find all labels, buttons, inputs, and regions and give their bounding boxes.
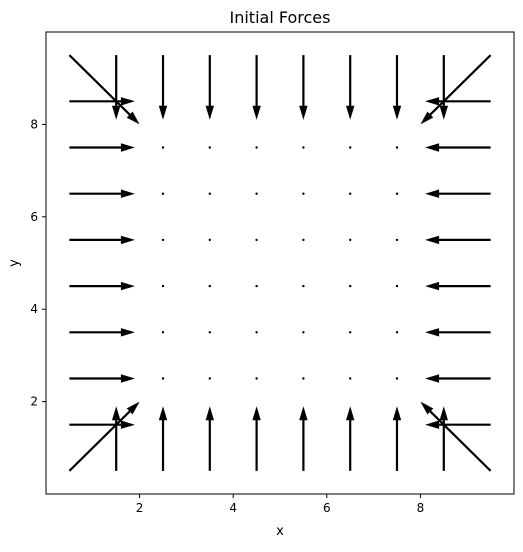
force-arrow-head: [425, 235, 440, 245]
force-arrow-head: [158, 406, 168, 421]
x-tick-label: 4: [229, 501, 237, 515]
zero-force-dot: [302, 331, 305, 334]
zero-force-dot: [302, 377, 305, 380]
zero-force-dot: [395, 331, 399, 334]
force-arrow-head: [392, 105, 402, 120]
zero-force-dot: [255, 238, 258, 242]
zero-force-dot: [208, 284, 211, 288]
zero-force-dot: [161, 146, 165, 149]
zero-force-dot: [255, 192, 258, 195]
force-arrow-head: [439, 105, 448, 120]
zero-force-dot: [395, 284, 399, 288]
force-arrow-head: [346, 406, 355, 421]
force-arrow-head: [120, 143, 135, 152]
zero-force-dot: [255, 284, 258, 288]
zero-force-dot: [161, 331, 165, 334]
zero-force-dot: [395, 377, 399, 380]
y-tick-label: 8: [30, 117, 38, 131]
force-arrow-head: [120, 281, 135, 291]
zero-force-dot: [302, 284, 305, 288]
force-arrow-head: [299, 406, 308, 421]
zero-force-dot: [208, 377, 211, 380]
x-axis-label: x: [276, 524, 284, 539]
force-arrow-head: [120, 189, 135, 198]
force-arrow-head: [425, 374, 440, 383]
force-arrow-head: [425, 189, 440, 198]
force-arrow-head: [120, 420, 135, 429]
force-arrow-shaft: [428, 54, 492, 117]
zero-force-dot: [208, 192, 211, 195]
force-arrow-head: [392, 406, 402, 421]
force-arrow-head: [420, 401, 434, 415]
zero-force-dot: [208, 146, 211, 149]
zero-force-dot: [161, 238, 165, 242]
zero-force-dot: [161, 377, 165, 380]
zero-force-dot: [302, 146, 305, 149]
force-arrow-head: [425, 420, 440, 429]
y-axis-label: y: [7, 259, 22, 267]
x-tick-label: 8: [417, 501, 425, 515]
force-arrow-head: [299, 105, 308, 120]
force-arrow-head: [112, 406, 121, 421]
x-tick-label: 6: [323, 501, 331, 515]
zero-force-dot: [395, 146, 399, 149]
force-arrow-head: [126, 401, 140, 415]
zero-force-dot: [349, 238, 352, 242]
zero-force-dot: [255, 331, 258, 334]
force-arrow-head: [205, 406, 214, 421]
force-arrow-head: [439, 406, 448, 421]
zero-force-dot: [302, 238, 305, 242]
y-tick-label: 6: [30, 210, 38, 224]
chart-title: Initial Forces: [230, 8, 331, 27]
force-arrow-head: [120, 97, 135, 106]
force-arrow-head: [425, 281, 440, 291]
zero-force-dot: [349, 284, 352, 288]
force-arrow-head: [120, 235, 135, 245]
force-arrow-head: [120, 328, 135, 337]
zero-force-dot: [349, 331, 352, 334]
zero-force-dot: [161, 284, 165, 288]
zero-force-dot: [208, 331, 211, 334]
force-arrow-head: [346, 105, 355, 120]
force-arrow-shaft: [68, 409, 132, 472]
force-arrow-head: [158, 105, 168, 120]
force-arrow-head: [252, 105, 261, 120]
zero-force-dot: [395, 192, 399, 195]
zero-force-dot: [255, 146, 258, 149]
y-tick-label: 4: [30, 302, 38, 316]
zero-force-dot: [349, 377, 352, 380]
y-tick-label: 2: [30, 395, 38, 409]
force-arrow-head: [120, 374, 135, 383]
force-arrow-head: [425, 328, 440, 337]
force-arrow-head: [205, 105, 214, 120]
zero-force-dot: [302, 192, 305, 195]
force-arrow-head: [420, 111, 434, 125]
plot-area: 2 4 6 8 2 4 6 8: [30, 31, 515, 515]
zero-force-dot: [208, 238, 211, 242]
force-arrow-head: [252, 406, 261, 421]
zero-force-dot: [255, 377, 258, 380]
force-arrow-head: [425, 143, 440, 152]
force-arrow-head: [112, 105, 121, 120]
zero-force-dot: [349, 146, 352, 149]
force-arrow-shaft: [428, 409, 492, 472]
zero-force-dot: [161, 192, 165, 195]
force-arrow-head: [126, 111, 140, 125]
axes-frame: [45, 31, 515, 495]
force-arrow-shaft: [68, 54, 132, 117]
zero-force-dot: [395, 238, 399, 242]
x-tick-label: 2: [136, 501, 144, 515]
force-arrow-head: [425, 97, 440, 106]
zero-force-dot: [349, 192, 352, 195]
